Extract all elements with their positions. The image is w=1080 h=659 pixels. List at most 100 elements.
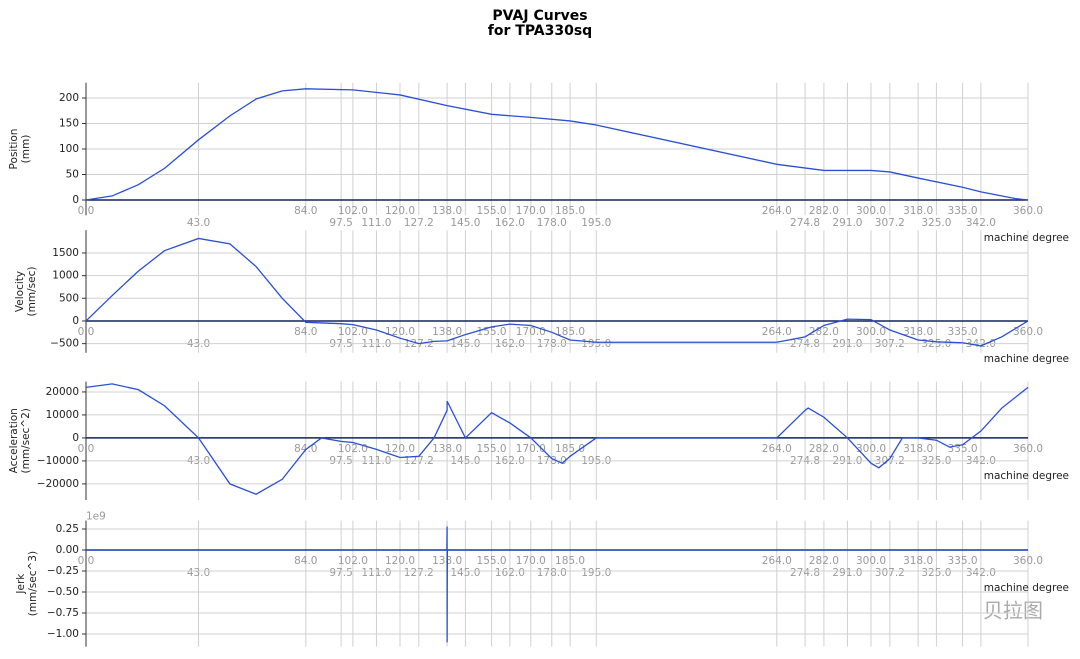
x-tick-label: 318.0 (903, 443, 933, 455)
x-tick-label: 155.0 (477, 326, 507, 338)
x-tick-label: 195.0 (581, 567, 611, 579)
x-tick-label: 264.0 (762, 205, 792, 217)
x-tick-label: 325.0 (921, 217, 951, 229)
x-tick-label: 170.0 (516, 205, 546, 217)
x-tick-label: 120.0 (385, 443, 415, 455)
x-tick-label: 127.2 (404, 217, 434, 229)
x-tick-label: 325.0 (921, 567, 951, 579)
x-tick-label: 155.0 (477, 443, 507, 455)
x-tick-label: 43.0 (187, 567, 210, 579)
x-tick-label: 138.0 (432, 205, 462, 217)
y-axis-label: Velocity (14, 271, 26, 312)
x-tick-label: 318.0 (903, 555, 933, 567)
y-tick-label: 150 (59, 118, 79, 130)
x-tick-label: 274.8 (790, 217, 820, 229)
y-tick-label: 0 (72, 315, 79, 327)
x-tick-label: 195.0 (581, 217, 611, 229)
x-tick-label: 300.0 (856, 555, 886, 567)
x-tick-label: 282.0 (809, 555, 839, 567)
y-tick-label: 200 (59, 92, 79, 104)
y-axis-label: Acceleration (8, 408, 20, 473)
y-tick-label: −0.25 (47, 565, 79, 577)
title-line: PVAJ Curves (492, 8, 587, 24)
data-line (85, 383, 1029, 495)
x-tick-label: 335.0 (948, 205, 978, 217)
subplot: 0.043.084.097.5102.0111.0120.0127.2138.0… (15, 511, 1069, 647)
x-tick-label: 185.0 (555, 326, 585, 338)
x-tick-label: 102.0 (338, 555, 368, 567)
subplot: 0.043.084.097.5102.0111.0120.0127.2138.0… (8, 381, 1069, 500)
x-tick-label: 264.0 (762, 443, 792, 455)
x-tick-label: 111.0 (361, 567, 391, 579)
y-tick-label: 0.00 (56, 544, 79, 556)
title-line: for TPA330sq (488, 23, 592, 39)
offset-text: 1e9 (86, 511, 106, 523)
data-line (85, 88, 1029, 201)
x-tick-label: 145.0 (450, 217, 480, 229)
x-tick-label: 335.0 (948, 326, 978, 338)
x-tick-label: 84.0 (294, 555, 317, 567)
x-tick-label: 120.0 (385, 555, 415, 567)
x-tick-label: 170.0 (516, 326, 546, 338)
x-tick-label: 185.0 (555, 205, 585, 217)
x-tick-label: 162.0 (495, 567, 525, 579)
x-tick-label: 360.0 (1013, 555, 1043, 567)
x-tick-label: 291.0 (832, 567, 862, 579)
y-tick-label: −10000 (37, 455, 79, 467)
x-tick-label: 102.0 (338, 443, 368, 455)
x-tick-label: 155.0 (477, 205, 507, 217)
y-tick-label: −500 (50, 338, 79, 350)
x-tick-label: 300.0 (856, 443, 886, 455)
x-tick-label: 145.0 (450, 567, 480, 579)
x-tick-label: 360.0 (1013, 443, 1043, 455)
x-tick-label: 342.0 (966, 217, 996, 229)
x-tick-label: 111.0 (361, 217, 391, 229)
y-tick-label: 500 (59, 292, 79, 304)
y-tick-label: −0.75 (47, 607, 79, 619)
x-tick-label: 120.0 (385, 326, 415, 338)
y-tick-label: 50 (66, 169, 79, 181)
y-axis-label: (mm/sec) (26, 267, 38, 317)
y-axis-label: (mm/sec^2) (20, 408, 32, 473)
x-tick-label: 102.0 (338, 205, 368, 217)
y-axis-label: (mm) (20, 135, 32, 164)
x-tick-label: 84.0 (294, 205, 317, 217)
x-tick-label: 318.0 (903, 326, 933, 338)
y-tick-label: 100 (59, 143, 79, 155)
x-tick-label: 282.0 (809, 205, 839, 217)
y-axis-label: Position (8, 129, 20, 170)
x-tick-label: 138.0 (432, 443, 462, 455)
y-tick-label: −20000 (37, 478, 79, 490)
x-axis-label: machine degree (984, 353, 1069, 365)
y-tick-label: 0.25 (56, 523, 79, 535)
x-tick-label: 318.0 (903, 205, 933, 217)
subplot: 0.043.084.097.5102.0111.0120.0127.2138.0… (8, 82, 1069, 244)
x-tick-label: 155.0 (477, 555, 507, 567)
x-axis-label: machine degree (984, 470, 1069, 482)
x-tick-label: 43.0 (187, 217, 210, 229)
x-tick-label: 97.5 (329, 217, 352, 229)
x-tick-label: 170.0 (516, 555, 546, 567)
y-tick-label: 1500 (52, 247, 79, 259)
x-tick-label: 120.0 (385, 205, 415, 217)
x-tick-label: 178.0 (537, 217, 567, 229)
x-tick-label: 138.0 (432, 326, 462, 338)
y-axis-label: (mm/sec^3) (27, 551, 39, 616)
x-tick-label: 307.2 (875, 567, 905, 579)
y-tick-label: 20000 (46, 386, 79, 398)
x-tick-label: 300.0 (856, 326, 886, 338)
y-tick-label: 0 (72, 194, 79, 206)
data-line (86, 526, 1028, 643)
y-tick-label: −0.50 (47, 586, 79, 598)
x-tick-label: 162.0 (495, 217, 525, 229)
y-tick-label: −1.00 (47, 628, 79, 640)
x-tick-label: 185.0 (555, 443, 585, 455)
y-axis-label: Jerk (15, 573, 27, 595)
x-tick-label: 360.0 (1013, 326, 1043, 338)
x-tick-label: 97.5 (329, 567, 352, 579)
x-tick-label: 264.0 (762, 555, 792, 567)
watermark: 贝拉图 (983, 599, 1043, 623)
x-tick-label: 264.0 (762, 326, 792, 338)
x-tick-label: 282.0 (809, 443, 839, 455)
